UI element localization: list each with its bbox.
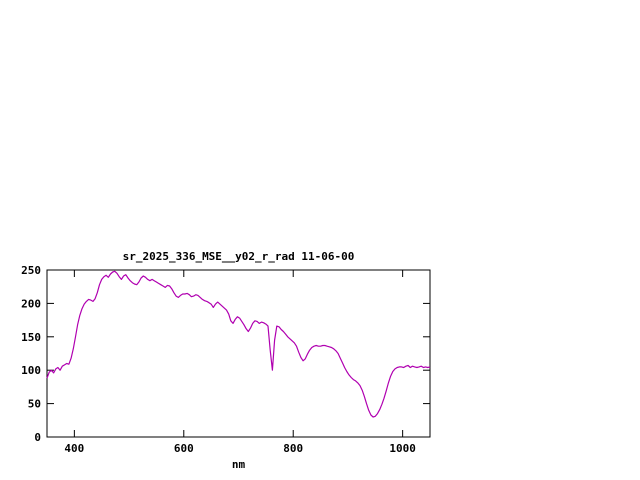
chart-title: sr_2025_336_MSE__y02_r_rad 11-06-00 [122,250,355,263]
spectrum-line [46,270,431,418]
x-axis-label: nm [231,458,246,471]
y-tick-label: 200 [21,297,41,310]
y-tick-label: 250 [21,264,41,277]
plot-border [46,269,431,438]
x-tick-label: 400 [64,442,84,455]
x-tick-label: 600 [174,442,194,455]
x-tick-label: 800 [283,442,303,455]
y-tick-label: 50 [28,398,41,411]
y-tick-label: 0 [34,431,41,444]
x-tick-label: 1000 [389,442,416,455]
y-tick-label: 100 [21,364,41,377]
y-tick-label: 150 [21,331,41,344]
